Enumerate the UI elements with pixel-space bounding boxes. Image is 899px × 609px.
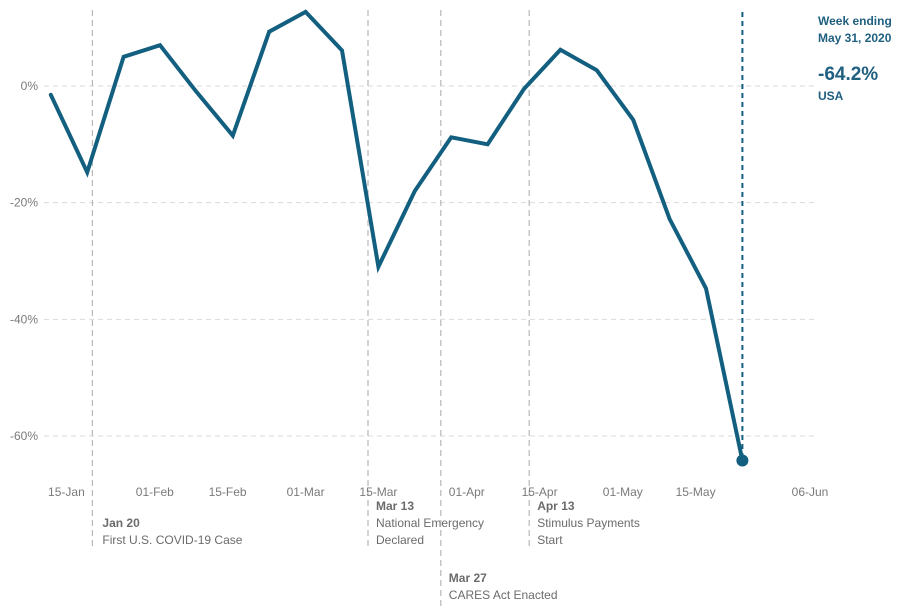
- x-tick-label: 06-Jun: [792, 485, 829, 499]
- x-tick-label: 15-Feb: [209, 485, 247, 499]
- event-markers: Jan 20 First U.S. COVID-19 Case Mar 13 Nati…: [91, 10, 640, 609]
- callout-date-line1: Week ending: [818, 14, 892, 28]
- event-description: First U.S. COVID-19 Case: [102, 533, 242, 547]
- latest-value-callout: Week ending May 31, 2020 -64.2% USA: [736, 12, 892, 467]
- x-tick-label: 01-Apr: [449, 485, 485, 499]
- event-description: Start: [537, 533, 563, 547]
- x-tick-label: 01-Mar: [287, 485, 325, 499]
- event-date-label: Mar 13: [376, 499, 414, 513]
- x-tick-label: 15-Jan: [48, 485, 85, 499]
- y-tick-label: -40%: [10, 312, 38, 326]
- y-tick-label: -60%: [10, 429, 38, 443]
- event-date-label: Jan 20: [102, 516, 140, 530]
- series-line: [48, 9, 745, 463]
- x-tick-label: 01-May: [603, 485, 643, 499]
- callout-value: -64.2%: [818, 64, 878, 85]
- x-tick-label: 01-Feb: [136, 485, 174, 499]
- event-date-label: Mar 27: [449, 571, 487, 585]
- x-tick-label: 15-Mar: [359, 485, 397, 499]
- y-tick-label: 0%: [21, 79, 39, 93]
- event-date-label: Apr 13: [537, 499, 575, 513]
- event-description: Stimulus Payments: [537, 516, 640, 530]
- x-tick-label: 15-Apr: [522, 485, 558, 499]
- y-tick-label: -20%: [10, 196, 38, 210]
- axes: 0% -20% -40% -60% 15-Jan 01-Feb 15-Feb 01-Mar 15…: [10, 79, 828, 499]
- callout-region: USA: [818, 89, 844, 103]
- x-tick-label: 15-May: [676, 485, 716, 499]
- series: [48, 9, 745, 463]
- callout-date-line2: May 31, 2020: [818, 31, 892, 45]
- event-description: Declared: [376, 533, 424, 547]
- event-description: National Emergency: [376, 516, 484, 530]
- latest-point: [736, 454, 749, 467]
- gridlines: [44, 85, 818, 437]
- event-description: CARES Act Enacted: [449, 588, 558, 602]
